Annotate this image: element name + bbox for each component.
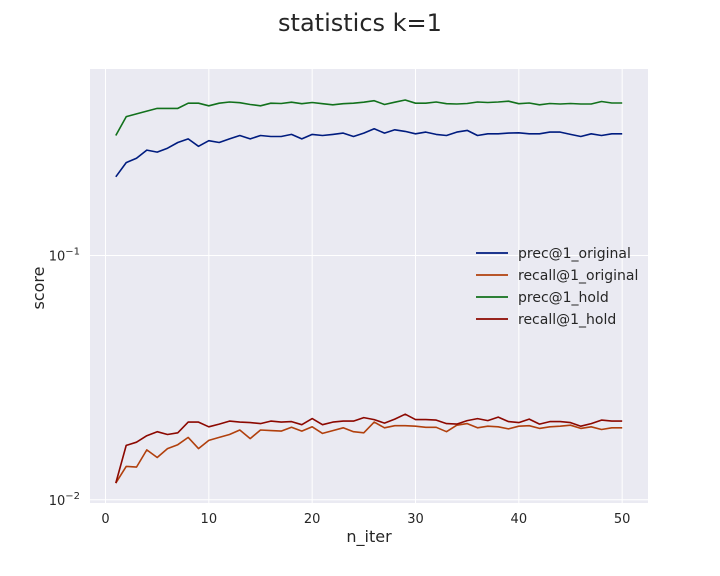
series-lines [115,99,623,484]
x-tick-label: 10 [201,512,218,527]
chart-title: statistics k=1 [278,9,442,37]
x-tick-label: 40 [511,512,528,527]
y-axis-label: score [29,267,48,310]
legend-label: prec@1_hold [518,290,609,306]
x-axis-label: n_iter [346,527,392,547]
series-line-recall@1_original [115,421,623,484]
legend: prec@1_original recall@1_original prec@1_h… [476,246,638,328]
series-line-prec@1_original [115,128,623,178]
y-axis-ticks: 10−1 10−2 [49,246,80,508]
y-tick-label: 10−1 [49,246,80,264]
x-axis-ticks: 0 10 20 30 40 50 [101,512,630,527]
x-tick-label: 30 [407,512,424,527]
y-tick-label: 10−2 [49,491,80,509]
x-tick-label: 20 [304,512,321,527]
legend-label: recall@1_original [518,268,638,284]
legend-label: recall@1_hold [518,312,616,328]
series-line-prec@1_hold [115,99,623,136]
x-tick-label: 0 [101,512,109,527]
plot-area [90,69,648,503]
legend-label: prec@1_original [518,246,631,262]
x-tick-label: 50 [614,512,631,527]
series-line-recall@1_hold [115,413,623,484]
